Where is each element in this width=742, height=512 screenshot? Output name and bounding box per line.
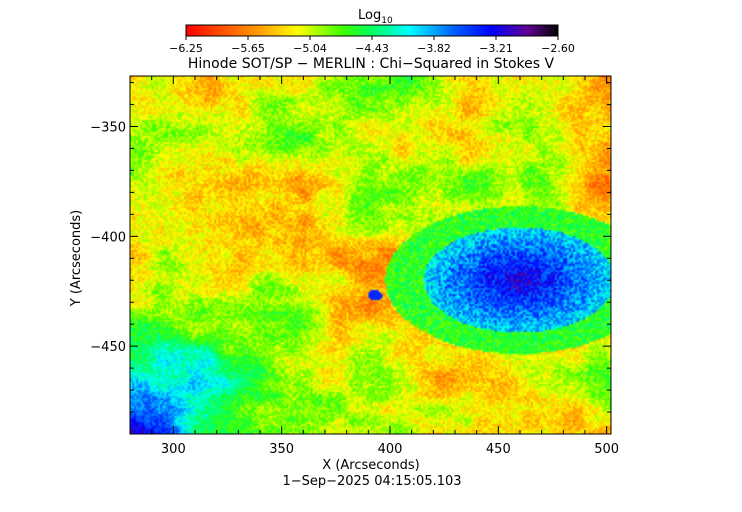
colorbar	[185, 24, 559, 37]
colorbar-tick-label: −2.60	[541, 42, 575, 55]
colorbar-tick-label: −5.04	[293, 42, 327, 55]
colorbar-tick-label: −3.82	[417, 42, 451, 55]
heatmap-image	[130, 76, 611, 434]
x-tick-label: 500	[594, 442, 619, 457]
x-axis-label: X (Arcseconds)	[322, 458, 419, 473]
colorbar-tick-label: −6.25	[169, 42, 203, 55]
colorbar-tick-label: −5.65	[231, 42, 265, 55]
y-tick-label: −450	[90, 340, 126, 355]
timestamp-footer: 1−Sep−2025 04:15:05.103	[282, 474, 461, 489]
colorbar-label: Log10	[358, 8, 393, 26]
y-tick-label: −350	[90, 121, 126, 136]
x-tick-label: 450	[486, 442, 511, 457]
y-axis: −350 −400 −450	[90, 82, 611, 413]
plot-frame	[129, 75, 612, 435]
y-axis-label: Y (Arcseconds)	[69, 210, 84, 307]
colorbar-tick-label: −3.21	[479, 42, 513, 55]
x-axis: 300 350 400 450 500	[129, 76, 619, 457]
y-tick-label: −400	[90, 230, 126, 245]
colorbar-ticks: −6.25 −5.65 −5.04 −4.43 −3.82 −3.21 −2.60	[169, 36, 575, 55]
chart-title: Hinode SOT/SP − MERLIN : Chi−Squared in …	[188, 56, 555, 72]
x-tick-label: 350	[269, 442, 294, 457]
x-tick-label: 300	[161, 442, 186, 457]
x-tick-label: 400	[378, 442, 403, 457]
colorbar-tick-label: −4.43	[355, 42, 389, 55]
